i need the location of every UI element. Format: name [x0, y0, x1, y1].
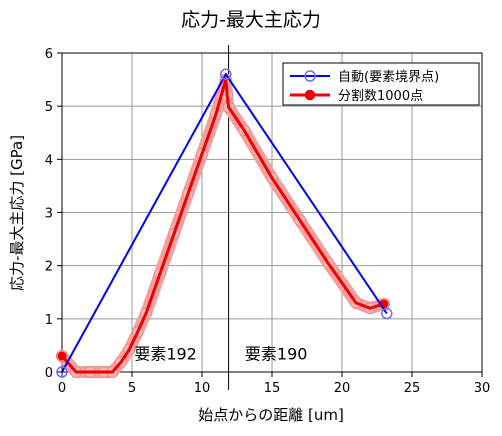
x-tick-label: 5: [128, 381, 136, 396]
legend: 自動(要素境界点) 分割数1000点: [282, 62, 480, 106]
y-tick-label: 6: [45, 47, 53, 62]
series-2-line: [60, 78, 385, 374]
series-2-halo: [56, 73, 390, 378]
x-tick-label: 25: [404, 381, 421, 396]
series-layer: [56, 68, 393, 378]
x-tick-label: 15: [264, 381, 281, 396]
legend-marker-1: [304, 70, 316, 82]
legend-label-2: 分割数1000点: [338, 88, 423, 104]
series-1-point: [220, 68, 232, 81]
y-tick-label: 4: [45, 153, 53, 168]
element-label: 要素190: [245, 344, 308, 363]
y-tick-label: 0: [45, 366, 53, 381]
x-axis-label: 始点からの距離 [um]: [198, 406, 344, 424]
series-1-line: [61, 72, 388, 373]
tick-labels: 0 5 10 15 20 25 30 0 1 2 3 4 5 6: [45, 47, 491, 396]
y-axis-label: 応力‐最大主応力 [GPa]: [8, 135, 26, 291]
legend-box: [282, 62, 480, 106]
x-tick-label: 10: [194, 381, 211, 396]
y-tick-label: 2: [45, 260, 53, 275]
series-2-endpoint: [57, 351, 67, 361]
chart-title: 応力‐最大主応力: [181, 9, 321, 31]
x-tick-label: 30: [474, 381, 491, 396]
legend-marker-2: [304, 89, 316, 101]
element-label: 要素192: [134, 344, 197, 363]
x-tick-label: 0: [58, 381, 66, 396]
annotations: 要素192 要素190: [134, 344, 307, 363]
series-1-point: [381, 307, 393, 320]
legend-label-1: 自動(要素境界点): [338, 70, 439, 85]
axis-ticks: [57, 52, 483, 377]
y-tick-label: 1: [45, 313, 53, 328]
x-tick-label: 20: [334, 381, 351, 396]
y-tick-label: 3: [45, 207, 53, 222]
series-1-point: [56, 366, 68, 378]
y-tick-label: 5: [45, 100, 53, 115]
